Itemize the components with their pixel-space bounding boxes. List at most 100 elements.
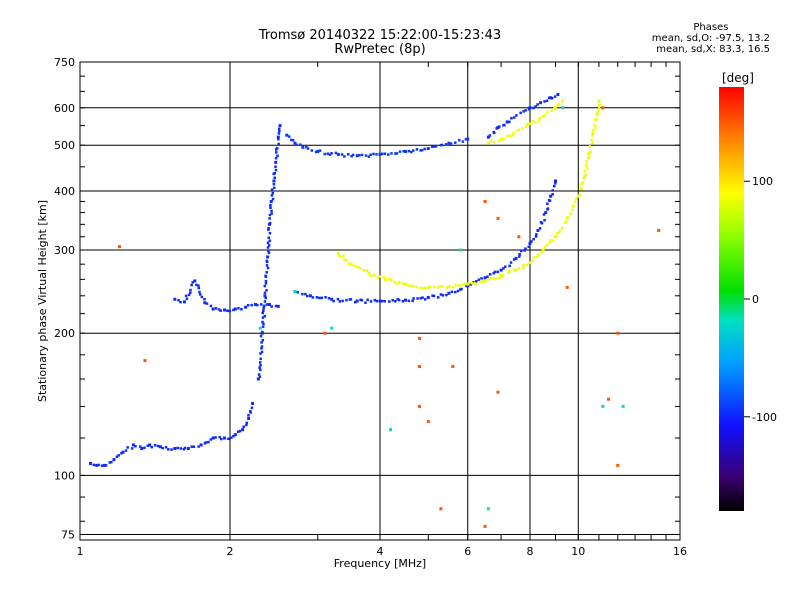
data-point	[305, 145, 308, 149]
data-point	[353, 300, 357, 304]
data-point	[508, 269, 511, 273]
data-point	[270, 194, 274, 197]
data-point	[299, 143, 302, 146]
series-8	[117, 106, 661, 528]
data-point	[441, 285, 444, 288]
data-point	[492, 276, 495, 280]
data-point	[426, 147, 430, 151]
data-point	[552, 184, 556, 188]
data-point	[183, 446, 187, 450]
data-point	[108, 461, 111, 464]
data-point	[383, 152, 387, 156]
data-point	[364, 301, 367, 304]
data-point	[390, 152, 393, 155]
data-point	[569, 212, 572, 215]
data-point	[432, 145, 436, 148]
data-point	[259, 303, 263, 306]
data-point	[582, 177, 586, 180]
data-point	[511, 133, 515, 137]
y-tick-label: 300	[54, 244, 75, 257]
data-point	[417, 404, 421, 408]
data-point	[537, 119, 541, 122]
data-point	[358, 154, 361, 157]
data-point	[598, 103, 601, 107]
data-point	[498, 125, 501, 128]
y-tick-label: 200	[54, 327, 75, 340]
phases-o-line: mean, sd,O: -97.5, 13.2	[651, 33, 770, 44]
data-point	[437, 286, 440, 289]
data-point	[197, 284, 200, 287]
data-point	[546, 202, 549, 206]
data-point	[395, 282, 399, 285]
data-point	[193, 279, 197, 283]
data-point	[211, 436, 215, 440]
data-point	[583, 169, 587, 173]
data-point	[170, 448, 173, 451]
data-point	[266, 246, 270, 249]
data-point	[466, 137, 470, 141]
data-point	[483, 279, 487, 283]
data-point	[245, 421, 249, 425]
data-point	[514, 256, 518, 260]
data-point	[532, 256, 536, 259]
data-point	[153, 444, 157, 447]
data-point	[537, 253, 540, 256]
data-point	[591, 134, 594, 137]
data-point	[585, 160, 588, 163]
data-point	[576, 194, 580, 198]
data-point	[130, 447, 134, 450]
data-point	[287, 135, 291, 138]
data-point	[454, 141, 457, 144]
data-point	[553, 235, 557, 239]
data-point	[447, 141, 451, 145]
data-point	[274, 168, 278, 172]
data-point	[189, 291, 192, 295]
data-point	[275, 151, 278, 154]
data-point	[583, 174, 587, 178]
data-point	[601, 404, 605, 408]
data-point	[343, 155, 346, 158]
data-point	[389, 278, 393, 282]
data-point	[258, 375, 262, 378]
data-point	[496, 270, 499, 274]
data-point	[262, 304, 266, 308]
data-point	[277, 132, 281, 135]
data-point	[351, 153, 355, 157]
data-point	[100, 464, 104, 467]
data-point	[270, 209, 273, 213]
data-point	[228, 309, 232, 313]
data-point	[250, 303, 253, 307]
data-point	[445, 286, 448, 289]
data-point	[296, 291, 300, 294]
data-point	[277, 142, 280, 146]
data-point	[276, 154, 279, 158]
data-point	[240, 307, 243, 311]
data-point	[214, 307, 218, 310]
data-point	[139, 445, 142, 448]
x-tick-label: 10	[571, 545, 585, 558]
data-point	[492, 271, 496, 275]
data-point	[372, 152, 375, 156]
data-point	[340, 153, 344, 156]
data-point	[185, 297, 189, 301]
data-point	[311, 296, 315, 299]
data-point	[247, 416, 251, 420]
data-point	[115, 455, 119, 458]
data-point	[504, 265, 507, 269]
data-point	[601, 106, 605, 110]
data-point	[334, 151, 338, 155]
data-point	[134, 444, 137, 448]
data-point	[261, 316, 265, 319]
data-point	[397, 298, 401, 302]
data-point	[373, 298, 377, 302]
data-point	[318, 296, 321, 300]
data-point	[342, 254, 345, 258]
data-point	[531, 259, 534, 263]
data-point	[373, 273, 376, 277]
data-point	[403, 298, 407, 302]
data-point	[398, 150, 402, 153]
data-point	[260, 350, 264, 354]
series-2	[256, 124, 282, 381]
data-point	[324, 296, 327, 299]
data-point	[461, 140, 465, 143]
